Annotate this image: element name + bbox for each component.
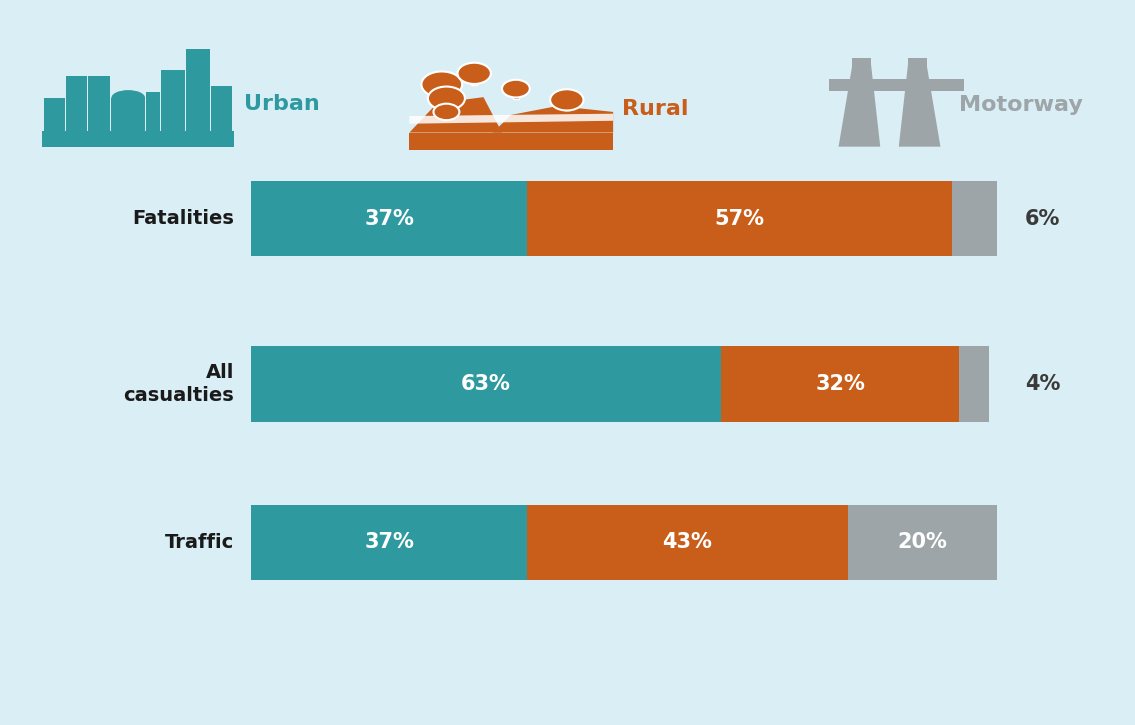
Text: 37%: 37% [364,209,414,228]
Text: All
casualties: All casualties [124,362,234,405]
FancyBboxPatch shape [251,505,527,580]
Text: Traffic: Traffic [165,533,234,552]
FancyBboxPatch shape [186,49,210,131]
Polygon shape [839,64,881,146]
Text: 37%: 37% [364,532,414,552]
FancyBboxPatch shape [852,58,871,79]
Polygon shape [410,114,613,124]
FancyBboxPatch shape [564,103,570,110]
FancyBboxPatch shape [251,181,527,257]
Text: 57%: 57% [715,209,765,228]
FancyBboxPatch shape [146,91,160,131]
Text: 63%: 63% [461,374,511,394]
Text: Urban: Urban [244,94,320,114]
FancyBboxPatch shape [527,505,848,580]
FancyBboxPatch shape [513,91,519,99]
Text: Fatalities: Fatalities [133,209,234,228]
FancyBboxPatch shape [111,98,145,131]
FancyBboxPatch shape [721,347,959,422]
FancyBboxPatch shape [527,181,952,257]
FancyBboxPatch shape [410,133,613,150]
Text: 6%: 6% [1025,209,1060,228]
FancyBboxPatch shape [44,98,66,131]
Circle shape [421,72,462,97]
Circle shape [434,104,460,120]
FancyBboxPatch shape [89,76,109,131]
Text: Motorway: Motorway [959,96,1083,115]
Circle shape [428,86,465,110]
Circle shape [502,80,530,97]
FancyBboxPatch shape [959,347,990,422]
Polygon shape [493,106,613,133]
FancyBboxPatch shape [830,79,964,91]
Ellipse shape [111,90,145,105]
FancyBboxPatch shape [438,88,445,99]
Text: 4%: 4% [1025,374,1060,394]
Circle shape [550,89,583,110]
Text: Rural: Rural [622,99,689,119]
FancyBboxPatch shape [66,76,87,131]
FancyBboxPatch shape [952,181,997,257]
Text: 20%: 20% [897,532,947,552]
FancyBboxPatch shape [251,347,721,422]
FancyBboxPatch shape [908,58,926,79]
Text: 43%: 43% [663,532,713,552]
Polygon shape [410,97,502,133]
FancyBboxPatch shape [211,86,233,131]
FancyBboxPatch shape [161,70,185,131]
Circle shape [457,63,490,84]
Polygon shape [899,64,941,146]
Text: 32%: 32% [815,374,865,394]
FancyBboxPatch shape [471,77,478,86]
FancyBboxPatch shape [42,131,234,146]
FancyBboxPatch shape [848,505,997,580]
